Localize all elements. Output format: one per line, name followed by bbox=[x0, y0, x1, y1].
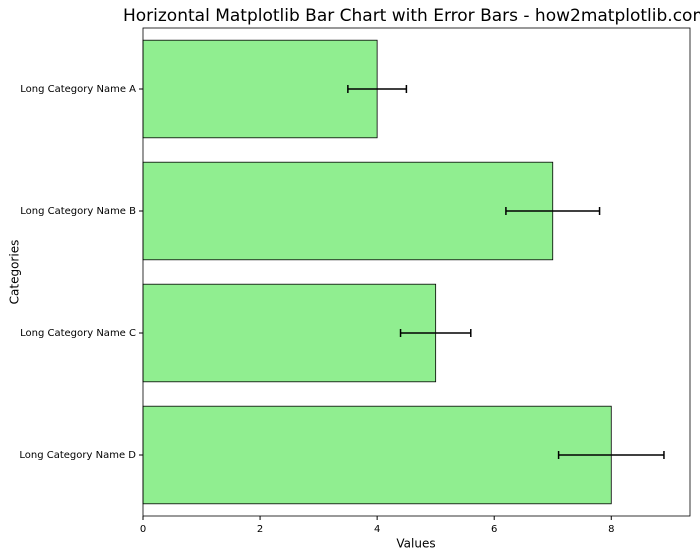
x-tick-label: 8 bbox=[608, 524, 614, 535]
chart-title: Horizontal Matplotlib Bar Chart with Err… bbox=[123, 6, 700, 26]
y-tick-label: Long Category Name D bbox=[19, 450, 136, 461]
bar bbox=[142, 283, 437, 383]
y-axis-label: Categories bbox=[8, 240, 22, 305]
y-tick-label: Long Category Name A bbox=[20, 84, 136, 95]
x-tick-label: 0 bbox=[140, 524, 146, 535]
x-axis-label: Values bbox=[396, 537, 435, 551]
bar bbox=[142, 39, 378, 139]
bar bbox=[142, 405, 612, 505]
y-tick-label: Long Category Name B bbox=[20, 206, 136, 217]
x-tick-label: 4 bbox=[374, 524, 380, 535]
plot-frame bbox=[142, 27, 691, 517]
x-tick-label: 2 bbox=[257, 524, 263, 535]
bar bbox=[142, 161, 554, 261]
x-tick-label: 6 bbox=[491, 524, 497, 535]
y-tick-label: Long Category Name C bbox=[20, 328, 136, 339]
